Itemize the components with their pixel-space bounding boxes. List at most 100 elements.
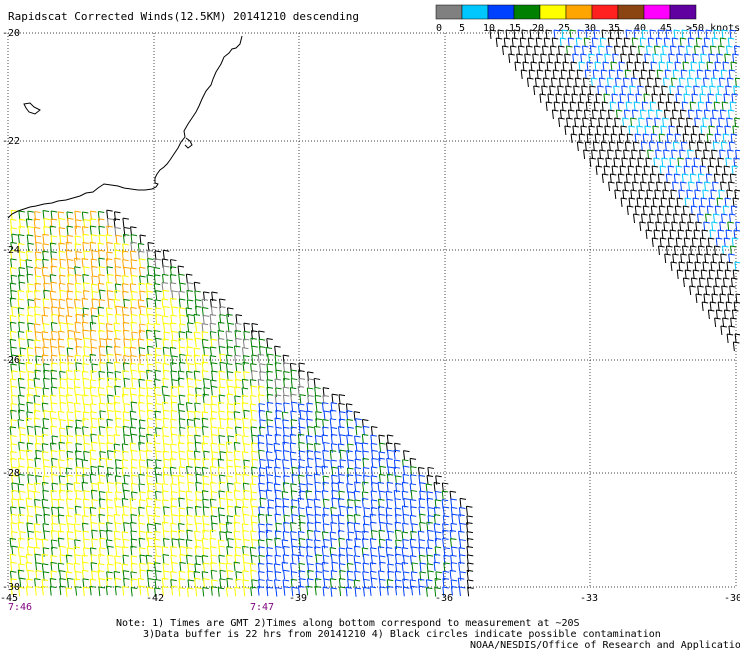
wind-barb xyxy=(597,45,605,56)
wind-barb xyxy=(67,337,74,348)
wind-barb xyxy=(51,514,58,525)
wind-barb xyxy=(154,307,162,317)
wind-barb xyxy=(106,313,114,324)
wind-barb xyxy=(671,109,679,120)
wind-barb xyxy=(195,539,202,549)
wind-barb xyxy=(257,385,265,396)
wind-barb xyxy=(647,221,654,232)
wind-barb xyxy=(377,481,385,492)
wind-barb xyxy=(402,586,410,597)
wind-barb xyxy=(689,213,696,224)
wind-barb xyxy=(18,225,26,236)
wind-barb xyxy=(19,531,26,541)
legend-swatch xyxy=(487,4,515,20)
wind-barb xyxy=(57,498,65,509)
wind-barb xyxy=(322,481,330,492)
wind-barb xyxy=(710,189,717,200)
wind-barb xyxy=(66,577,74,588)
wind-barb xyxy=(690,277,698,288)
wind-barb xyxy=(683,165,691,176)
wind-barb xyxy=(201,411,209,421)
wind-barb xyxy=(330,433,338,444)
wind-barb xyxy=(227,385,235,396)
wind-barb xyxy=(42,475,50,485)
wind-barb xyxy=(250,385,258,396)
wind-barb xyxy=(146,459,154,469)
wind-barb xyxy=(178,273,185,284)
wind-barb xyxy=(146,409,154,420)
legend-tick-label: 25 xyxy=(558,23,570,34)
wind-barb xyxy=(646,77,654,88)
wind-barb xyxy=(82,473,89,484)
wind-barb xyxy=(601,101,609,112)
wind-barb xyxy=(266,538,273,549)
wind-barb xyxy=(698,277,706,288)
wind-barb xyxy=(267,353,274,364)
wind-barb xyxy=(361,538,369,548)
wind-barb xyxy=(625,101,633,112)
lat-label: -20 xyxy=(2,28,20,39)
wind-barb xyxy=(623,109,631,120)
wind-barb xyxy=(441,490,449,501)
wind-barb xyxy=(73,562,81,573)
wind-barb xyxy=(730,277,738,288)
wind-barb xyxy=(26,234,34,244)
wind-barb xyxy=(186,473,194,484)
wind-barb xyxy=(283,521,290,532)
wind-barb xyxy=(639,149,646,160)
wind-barb xyxy=(713,245,721,256)
wind-barb xyxy=(210,395,218,406)
wind-barb xyxy=(18,586,25,597)
wind-barb xyxy=(339,586,346,596)
wind-barb xyxy=(43,369,50,380)
wind-barb xyxy=(42,418,50,428)
wind-barb xyxy=(680,69,688,80)
wind-barb xyxy=(670,117,677,128)
wind-barb xyxy=(705,173,713,184)
wind-barb xyxy=(658,61,666,72)
wind-barb xyxy=(664,253,671,264)
wind-barb xyxy=(226,339,233,349)
wind-barb xyxy=(177,377,185,388)
wind-barb xyxy=(203,403,210,413)
wind-barb xyxy=(241,451,249,461)
wind-barb xyxy=(186,529,193,540)
wind-barb xyxy=(410,571,418,581)
wind-barb xyxy=(653,229,661,240)
wind-barb xyxy=(337,498,345,508)
wind-barb xyxy=(225,531,233,541)
wind-barb xyxy=(715,309,723,320)
wind-barb xyxy=(735,149,740,160)
wind-barb xyxy=(723,237,731,248)
wind-barb xyxy=(401,505,409,516)
legend-swatch xyxy=(643,4,671,20)
wind-barb xyxy=(98,274,105,284)
wind-barb xyxy=(123,522,130,532)
wind-barb xyxy=(155,290,162,300)
wind-barb xyxy=(314,530,321,540)
wind-barb xyxy=(107,394,114,405)
wind-barb xyxy=(186,338,194,348)
wind-barb xyxy=(130,369,138,380)
wind-barb xyxy=(275,545,282,556)
wind-barb xyxy=(283,545,290,556)
wind-barb xyxy=(170,409,178,420)
wind-barb xyxy=(35,386,42,397)
wind-barb xyxy=(606,77,614,88)
wind-barb xyxy=(171,306,179,316)
wind-barb xyxy=(99,537,106,548)
wind-barb xyxy=(171,585,178,596)
wind-barb xyxy=(115,505,122,516)
wind-barb xyxy=(693,45,701,56)
wind-barb xyxy=(146,467,153,477)
wind-barb xyxy=(169,274,177,284)
wind-barb xyxy=(187,313,194,324)
wind-barb xyxy=(258,346,266,356)
wind-barb xyxy=(65,441,73,452)
wind-barb xyxy=(274,458,282,468)
wind-barb xyxy=(411,585,418,596)
wind-barb xyxy=(74,298,81,309)
wind-barb xyxy=(433,513,441,524)
wind-barb xyxy=(243,562,250,572)
wind-barb xyxy=(695,221,702,232)
